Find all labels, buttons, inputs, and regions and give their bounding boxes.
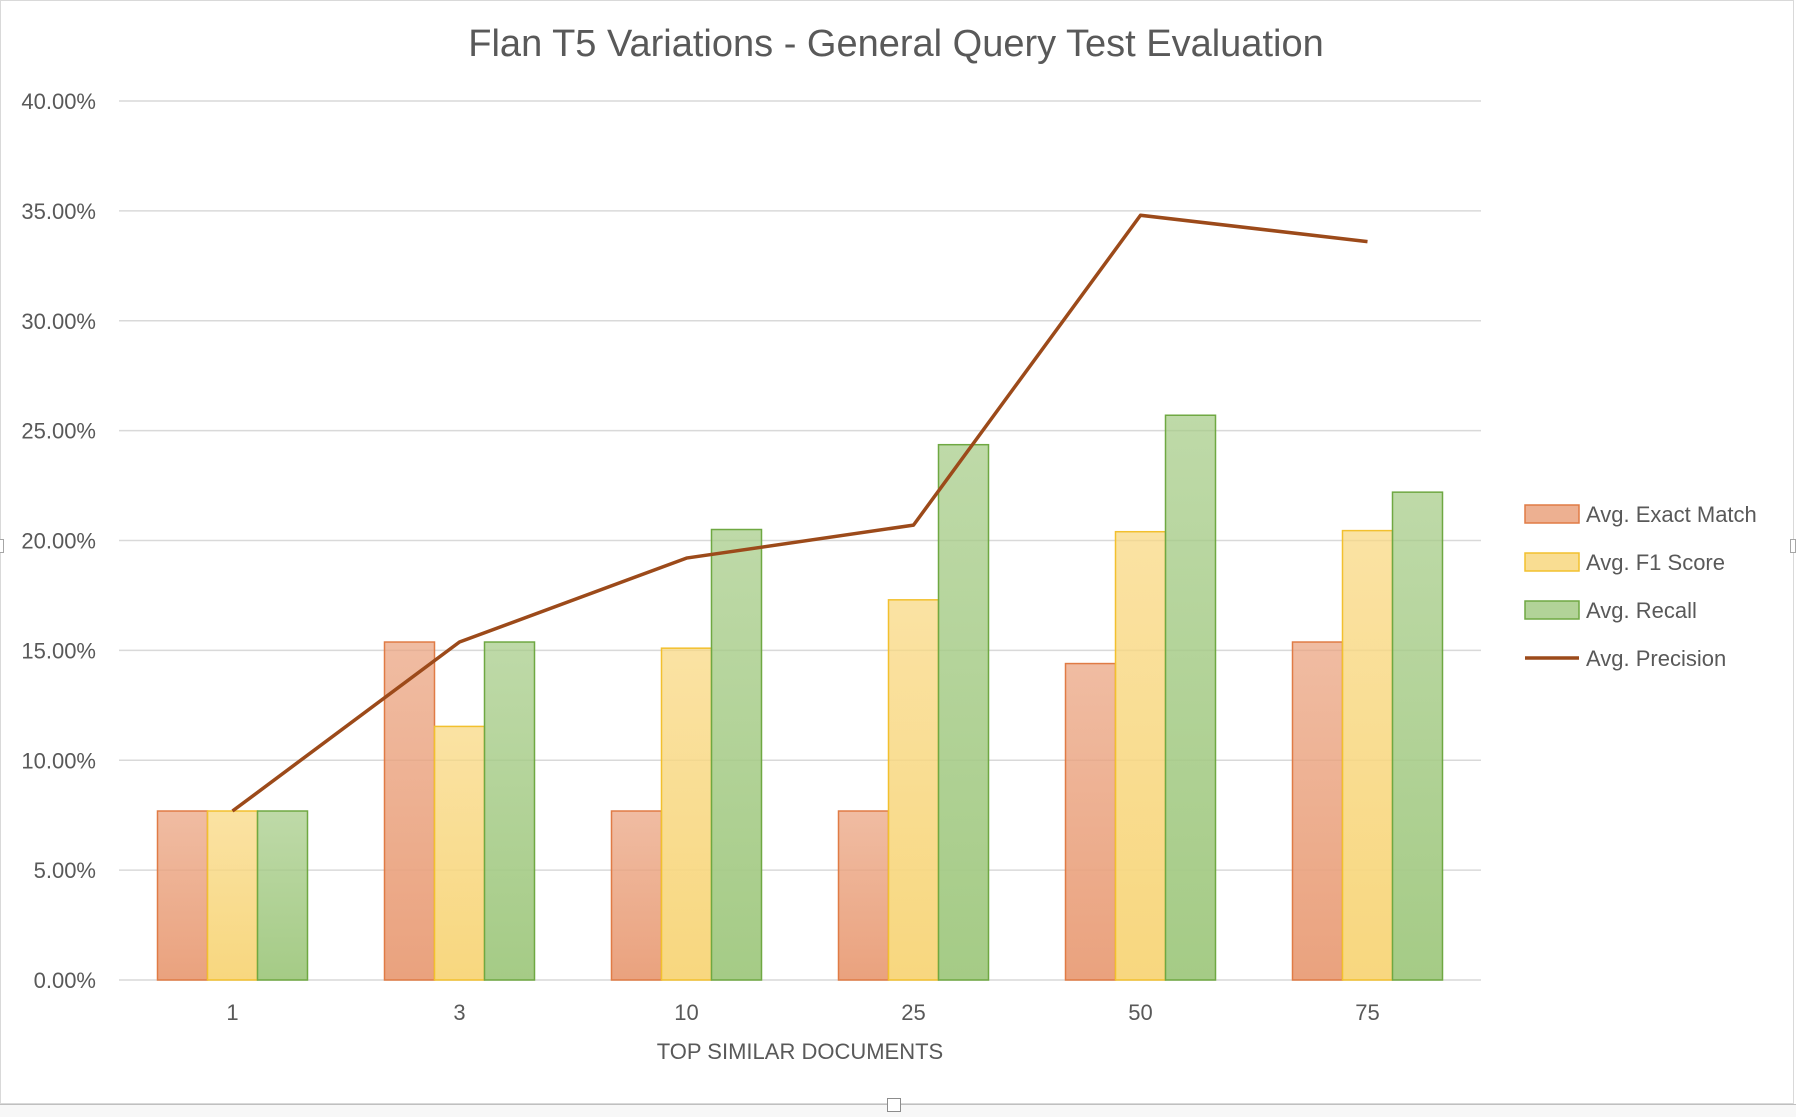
bars [156,414,1444,981]
legend-swatch-avg-exact-match [1524,504,1580,524]
right-resize-handle[interactable] [1790,539,1796,553]
y-tick-label: 30.00% [21,309,96,334]
precision-line-layer [231,213,1368,813]
bar-avg-recall-1[interactable] [256,810,309,981]
legend-label-avg-exact-match: Avg. Exact Match [1586,502,1757,527]
y-tick-label: 10.00% [21,748,96,773]
bar-avg-f1-score-10[interactable] [660,647,713,981]
legend-swatch-avg-f1-score [1524,552,1580,572]
x-tick-label: 50 [1128,1000,1152,1025]
x-tick-label: 3 [453,1000,465,1025]
bar-avg-recall-75[interactable] [1391,491,1444,981]
chart-title: Flan T5 Variations - General Query Test … [468,23,1323,65]
x-tick-label: 25 [901,1000,925,1025]
legend-label-avg-recall: Avg. Recall [1586,598,1697,623]
bar-avg-f1-score-25[interactable] [887,599,940,981]
bar-avg-recall-50[interactable] [1164,414,1217,981]
bar-avg-recall-3[interactable] [483,641,536,981]
line-avg-precision[interactable] [231,213,1368,813]
y-tick-label: 5.00% [34,858,96,883]
y-tick-label: 20.00% [21,529,96,554]
bar-avg-exact-match-1[interactable] [156,810,209,981]
bar-avg-recall-10[interactable] [710,528,763,981]
y-tick-label: 35.00% [21,199,96,224]
x-axis-ticks: 1 3 10 25 50 75 [226,1000,1379,1025]
bar-avg-f1-score-1[interactable] [206,810,259,981]
x-tick-label: 75 [1355,1000,1379,1025]
legend[interactable]: Avg. Exact Match Avg. F1 Score Avg. Recall… [1524,502,1757,671]
bar-avg-f1-score-50[interactable] [1114,530,1167,981]
y-tick-label: 15.00% [21,638,96,663]
y-axis-ticks: 0.00% 5.00% 10.00% 15.00% 20.00% 25.00% 30.00%… [21,89,96,993]
bar-avg-f1-score-75[interactable] [1341,529,1394,981]
x-tick-label: 10 [674,1000,698,1025]
legend-swatch-avg-recall [1524,600,1580,620]
bar-avg-f1-score-3[interactable] [433,725,486,981]
bar-avg-exact-match-25[interactable] [837,810,890,981]
x-tick-label: 1 [226,1000,238,1025]
bar-avg-exact-match-50[interactable] [1064,662,1117,981]
bottom-resize-handle[interactable] [887,1098,901,1112]
y-tick-label: 25.00% [21,419,96,444]
bar-avg-recall-25[interactable] [937,443,990,981]
bar-avg-exact-match-75[interactable] [1291,641,1344,981]
legend-label-avg-f1-score: Avg. F1 Score [1586,550,1725,575]
y-tick-label: 40.00% [21,89,96,114]
y-tick-label: 0.00% [34,968,96,993]
bar-avg-exact-match-10[interactable] [610,810,663,981]
left-resize-handle[interactable] [0,539,4,553]
x-axis-title: TOP SIMILAR DOCUMENTS [657,1039,943,1064]
legend-label-avg-precision: Avg. Precision [1586,646,1726,671]
